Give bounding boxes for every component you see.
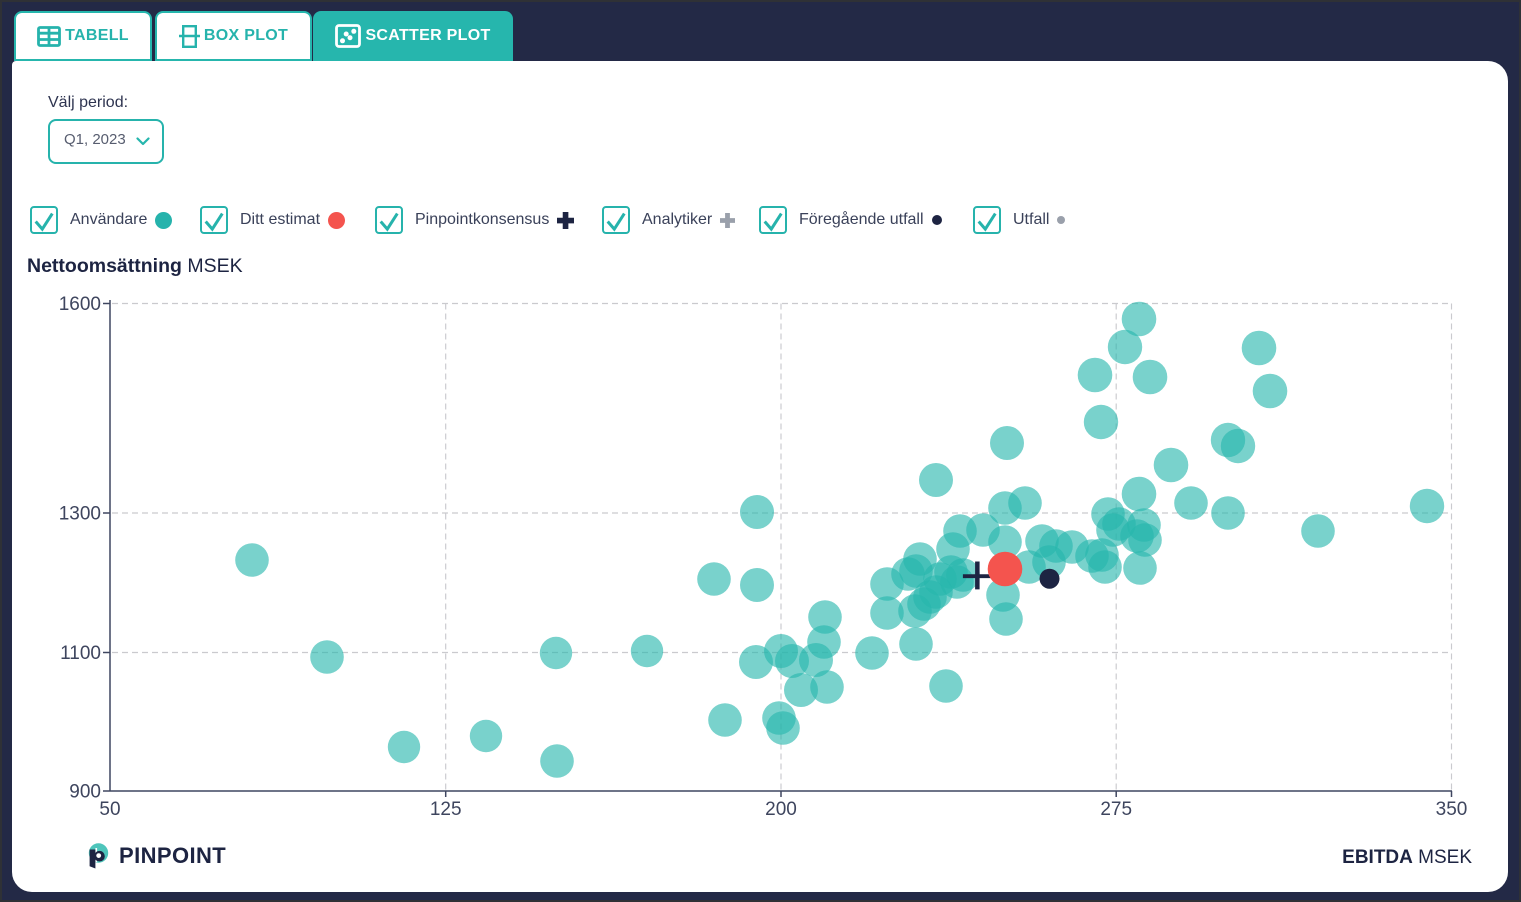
svg-text:1100: 1100	[60, 643, 101, 664]
svg-text:900: 900	[69, 782, 101, 803]
svg-text:1300: 1300	[59, 504, 101, 525]
svg-text:275: 275	[1100, 799, 1132, 820]
svg-text:350: 350	[1436, 799, 1468, 820]
svg-text:1600: 1600	[59, 294, 101, 315]
svg-text:200: 200	[765, 799, 797, 820]
svg-text:50: 50	[99, 799, 120, 820]
svg-text:125: 125	[430, 799, 462, 820]
